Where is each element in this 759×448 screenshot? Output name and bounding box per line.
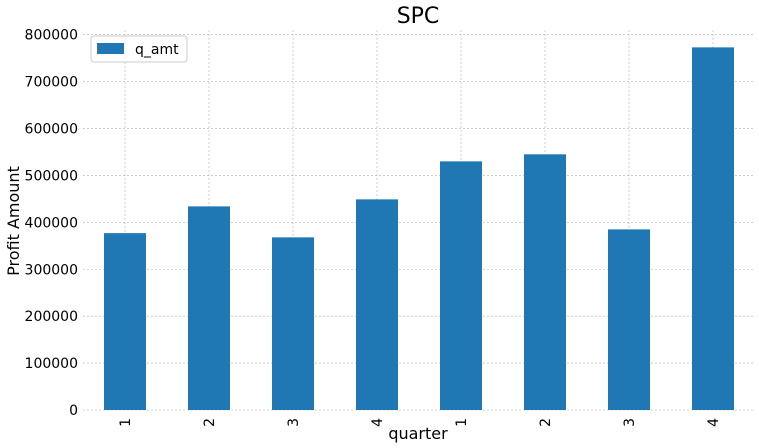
chart-title: SPC [397, 4, 440, 29]
x-tick-labels: 1 2 3 4 1 2 3 4 [118, 418, 722, 427]
x-tick-label: 4 [370, 418, 386, 427]
x-tick-label: 1 [118, 418, 134, 427]
bar [272, 237, 314, 410]
y-tick-label: 700000 [25, 75, 78, 91]
bar [104, 233, 146, 410]
x-tick-label: 3 [286, 418, 302, 427]
y-tick-label: 300000 [25, 262, 78, 278]
x-axis-label: quarter [388, 424, 448, 443]
y-tick-label: 0 [69, 403, 78, 419]
legend-box [90, 35, 188, 63]
legend: q_amt [90, 35, 188, 63]
bar [356, 199, 398, 410]
x-tick-label: 2 [538, 418, 554, 427]
y-axis-label: Profit Amount [4, 166, 23, 276]
y-tick-label: 500000 [25, 168, 78, 184]
x-tick-label: 3 [622, 418, 638, 427]
bar [188, 206, 230, 410]
y-tick-label: 400000 [25, 215, 78, 231]
grid-lines [83, 30, 755, 411]
bar [524, 154, 566, 410]
legend-swatch [97, 43, 124, 54]
bars [104, 47, 734, 410]
bar [440, 161, 482, 410]
bar [692, 47, 734, 410]
x-tick-label: 2 [202, 418, 218, 427]
legend-label: q_amt [135, 42, 179, 58]
x-tick-label: 4 [706, 418, 722, 427]
y-tick-label: 100000 [25, 356, 78, 372]
bar [608, 229, 650, 410]
y-tick-label: 600000 [25, 122, 78, 138]
y-tick-label: 200000 [25, 309, 78, 325]
x-tick-label: 1 [454, 418, 470, 427]
y-tick-labels: 0 100000 200000 300000 400000 500000 600000 700… [25, 28, 78, 419]
y-tick-label: 800000 [25, 28, 78, 44]
